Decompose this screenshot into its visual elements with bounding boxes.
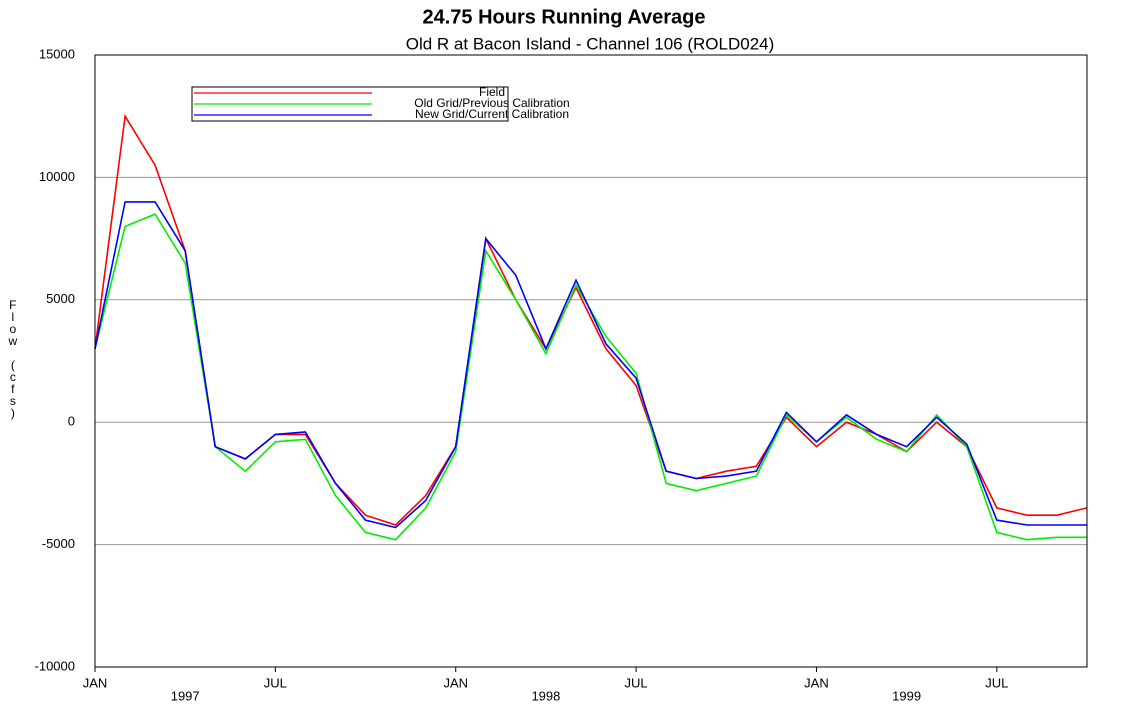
series-line (94, 213, 1087, 541)
legend-label: Field (479, 85, 505, 99)
x-year-label: 1997 (171, 688, 200, 703)
x-tick-label: JAN (83, 675, 108, 690)
chart-subtitle: Old R at Bacon Island - Channel 106 (ROL… (406, 34, 775, 53)
x-tick-label: JUL (625, 675, 648, 690)
x-tick-label: JUL (264, 675, 287, 690)
y-tick-label: 10000 (39, 169, 75, 184)
x-tick-label: JAN (804, 675, 829, 690)
x-year-label: 1998 (531, 688, 560, 703)
y-tick-label: 0 (68, 414, 75, 429)
x-tick-label: JAN (443, 675, 468, 690)
y-tick-label: 15000 (39, 46, 75, 61)
legend-label: Old Grid/Previous Calibration (414, 96, 569, 110)
legend-label: New Grid/Current Calibration (415, 107, 569, 121)
series-line (94, 201, 1087, 529)
y-axis-label: Flow (cfs) (6, 298, 20, 420)
y-tick-label: -10000 (35, 658, 75, 673)
x-tick-label: JUL (985, 675, 1008, 690)
y-tick-label: 5000 (46, 291, 75, 306)
chart-title: 24.75 Hours Running Average (422, 6, 705, 28)
y-tick-label: -5000 (42, 536, 75, 551)
plot-frame (94, 54, 1088, 668)
x-year-label: 1999 (892, 688, 921, 703)
